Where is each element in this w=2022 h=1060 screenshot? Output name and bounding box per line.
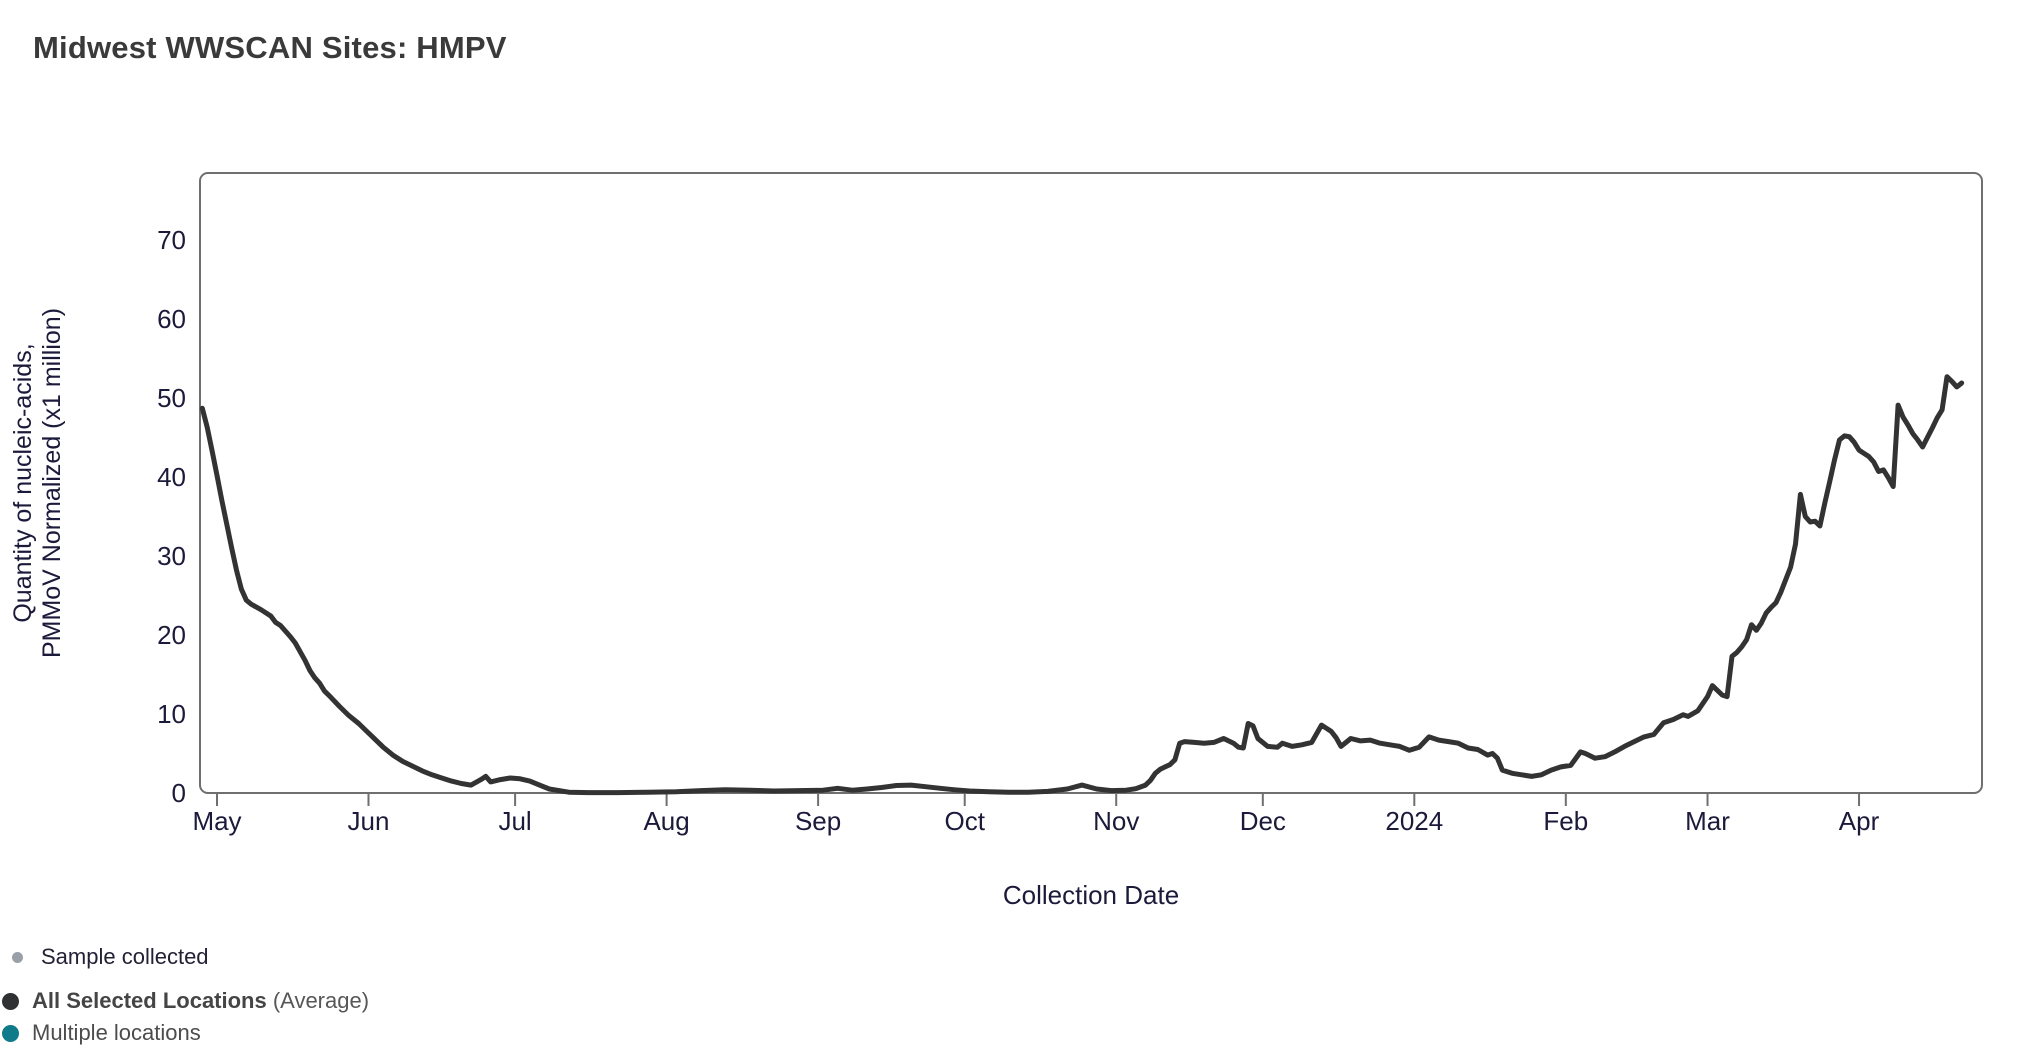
y-tick-label: 20 [157, 620, 186, 650]
y-axis-title-line2: PMMoV Normalized (x1 million) [38, 307, 66, 659]
legend-label: Sample collected [41, 944, 209, 969]
y-tick-label: 60 [157, 304, 186, 334]
chart-legend: Sample collected All Selected Locations … [0, 0, 600, 1060]
y-axis-title: Quantity of nucleic-acids, PMMoV Normali… [9, 133, 67, 833]
x-axis-title: Collection Date [1002, 880, 1180, 910]
legend-item-all-selected-locations[interactable]: All Selected Locations (Average) [2, 988, 369, 1014]
y-axis-title-line1: Quantity of nucleic-acids, [9, 343, 37, 623]
page-title: Midwest WWSCAN Sites: HMPV [33, 30, 507, 65]
y-tick-label: 0 [172, 778, 186, 808]
plot-frame [199, 172, 1983, 794]
legend-sublabel: (Average) [266, 988, 370, 1013]
x-tick-label: Nov [1093, 806, 1139, 836]
x-tick-label: Aug [643, 806, 689, 836]
x-tick-label: Jul [498, 806, 531, 836]
x-tick-label: Jun [348, 806, 390, 836]
legend-label: All Selected Locations [32, 988, 267, 1013]
y-tick-label: 50 [157, 383, 186, 413]
average-trend-line [199, 374, 1965, 796]
y-tick-label: 40 [157, 462, 186, 492]
legend-item-multiple-locations[interactable]: Multiple locations [2, 1020, 201, 1046]
sample-collected-dot-icon [12, 951, 23, 963]
x-tick-label: 2024 [1385, 806, 1443, 836]
legend-item-sample-collected[interactable]: Sample collected [12, 944, 209, 970]
y-tick-label: 10 [157, 699, 186, 729]
legend-label: Multiple locations [32, 1020, 201, 1045]
x-tick-label: Sep [795, 806, 841, 836]
multiple-locations-dot-icon [2, 1024, 19, 1042]
all-selected-locations-dot-icon [2, 992, 19, 1010]
y-tick-label: 70 [157, 225, 186, 255]
x-tick-label: Apr [1839, 806, 1880, 836]
x-tick-label: Oct [944, 806, 985, 836]
y-tick-label: 30 [157, 541, 186, 571]
x-tick-label: Mar [1685, 806, 1730, 836]
x-tick-label: Dec [1240, 806, 1286, 836]
x-tick-label: Feb [1543, 806, 1588, 836]
x-tick-label: May [192, 806, 241, 836]
